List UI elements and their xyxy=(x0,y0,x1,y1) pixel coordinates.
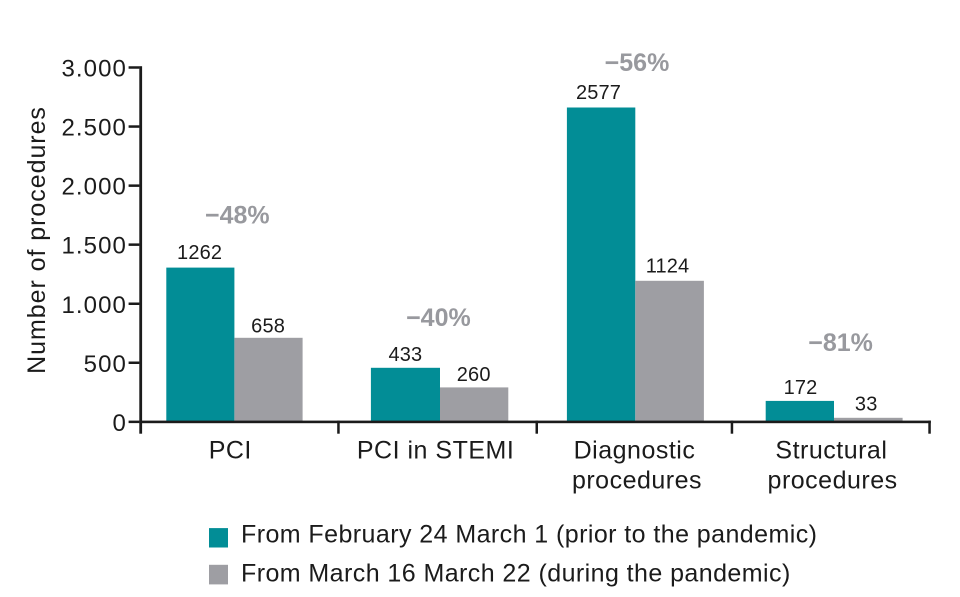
svg-text:PCI in STEMI: PCI in STEMI xyxy=(357,437,514,465)
svg-text:2.500: 2.500 xyxy=(61,115,127,142)
svg-text:172: 172 xyxy=(784,377,818,399)
svg-text:260: 260 xyxy=(457,364,491,386)
svg-text:33: 33 xyxy=(855,394,878,416)
svg-text:433: 433 xyxy=(388,344,422,366)
svg-text:0: 0 xyxy=(113,410,127,437)
svg-text:From March 16 March 22 (during: From March 16 March 22 (during the pande… xyxy=(241,559,791,587)
svg-text:procedures: procedures xyxy=(768,466,898,494)
svg-text:−81%: −81% xyxy=(808,329,873,357)
svg-text:658: 658 xyxy=(251,316,285,338)
svg-text:From February 24 March 1 (prio: From February 24 March 1 (prior to the p… xyxy=(241,521,817,549)
svg-text:Structural: Structural xyxy=(775,437,887,465)
svg-text:500: 500 xyxy=(84,351,127,378)
svg-text:−40%: −40% xyxy=(406,304,471,332)
svg-text:2577: 2577 xyxy=(576,82,621,104)
svg-text:−48%: −48% xyxy=(205,201,270,229)
svg-text:procedures: procedures xyxy=(572,466,702,494)
svg-text:1.500: 1.500 xyxy=(61,233,127,260)
svg-text:Number of procedures: Number of procedures xyxy=(23,106,51,374)
svg-text:1124: 1124 xyxy=(646,256,690,278)
svg-text:1.000: 1.000 xyxy=(61,292,127,319)
svg-text:PCI: PCI xyxy=(209,437,252,465)
svg-text:−56%: −56% xyxy=(605,49,670,77)
svg-text:Diagnostic: Diagnostic xyxy=(574,437,696,465)
svg-text:3.000: 3.000 xyxy=(61,56,127,83)
svg-text:1262: 1262 xyxy=(177,242,222,264)
svg-text:2.000: 2.000 xyxy=(61,174,127,201)
